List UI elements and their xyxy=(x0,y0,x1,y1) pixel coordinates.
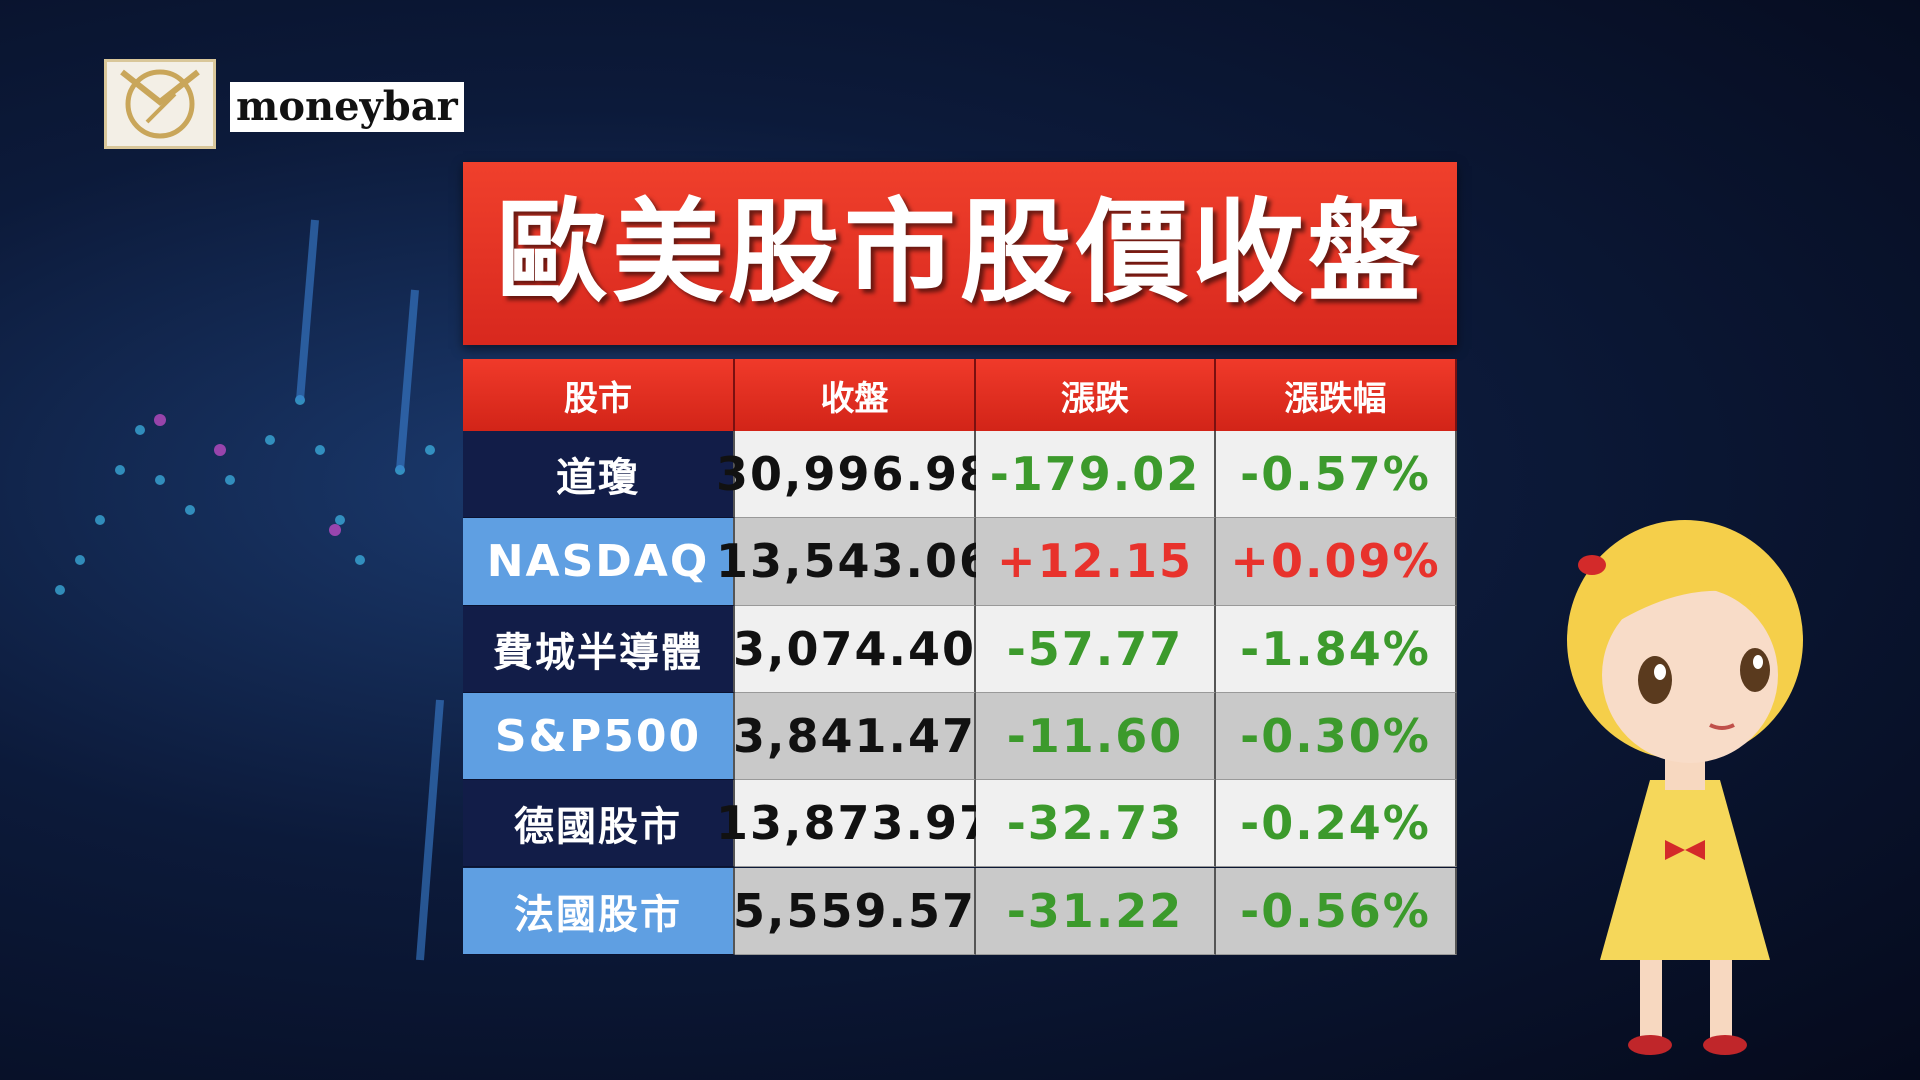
logo-icon xyxy=(104,59,216,149)
close-value: 13,873.97 xyxy=(716,780,991,868)
change-percent: -0.24% xyxy=(1216,780,1457,868)
header-cell: 漲跌幅 xyxy=(1216,359,1457,431)
logo-text: moneybar xyxy=(230,82,464,132)
header-cell: 股市 xyxy=(463,359,735,431)
market-name: 法國股市 xyxy=(463,867,735,955)
logo-emblem xyxy=(120,69,200,139)
change-percent: +0.09% xyxy=(1216,518,1457,606)
character xyxy=(1567,520,1803,1055)
header-cell: 收盤 xyxy=(735,359,976,431)
header-cell: 漲跌 xyxy=(976,359,1216,431)
change-percent: -0.56% xyxy=(1216,867,1457,955)
close-value: 3,074.40 xyxy=(733,605,976,693)
title: 歐美股市股價收盤 xyxy=(496,188,1424,318)
market-name: S&P500 xyxy=(463,692,735,781)
market-name: 德國股市 xyxy=(463,780,735,868)
close-value: 3,841.47 xyxy=(733,692,976,781)
market-name: NASDAQ xyxy=(463,518,735,606)
close-value: 13,543.06 xyxy=(716,518,991,606)
market-name: 道瓊 xyxy=(463,431,735,519)
title-banner: 歐美股市股價收盤 xyxy=(463,162,1457,345)
change-percent: -0.57% xyxy=(1216,431,1457,519)
change-percent: -1.84% xyxy=(1216,605,1457,693)
close-value: 30,996.98 xyxy=(716,431,991,519)
change-value: -179.02 xyxy=(976,431,1216,519)
change-value: -11.60 xyxy=(976,692,1216,781)
market-name: 費城半導體 xyxy=(463,605,735,693)
change-value: -32.73 xyxy=(976,780,1216,868)
change-value: +12.15 xyxy=(976,518,1216,606)
change-percent: -0.30% xyxy=(1216,692,1457,781)
change-value: -31.22 xyxy=(976,867,1216,955)
change-value: -57.77 xyxy=(976,605,1216,693)
close-value: 5,559.57 xyxy=(733,867,976,955)
